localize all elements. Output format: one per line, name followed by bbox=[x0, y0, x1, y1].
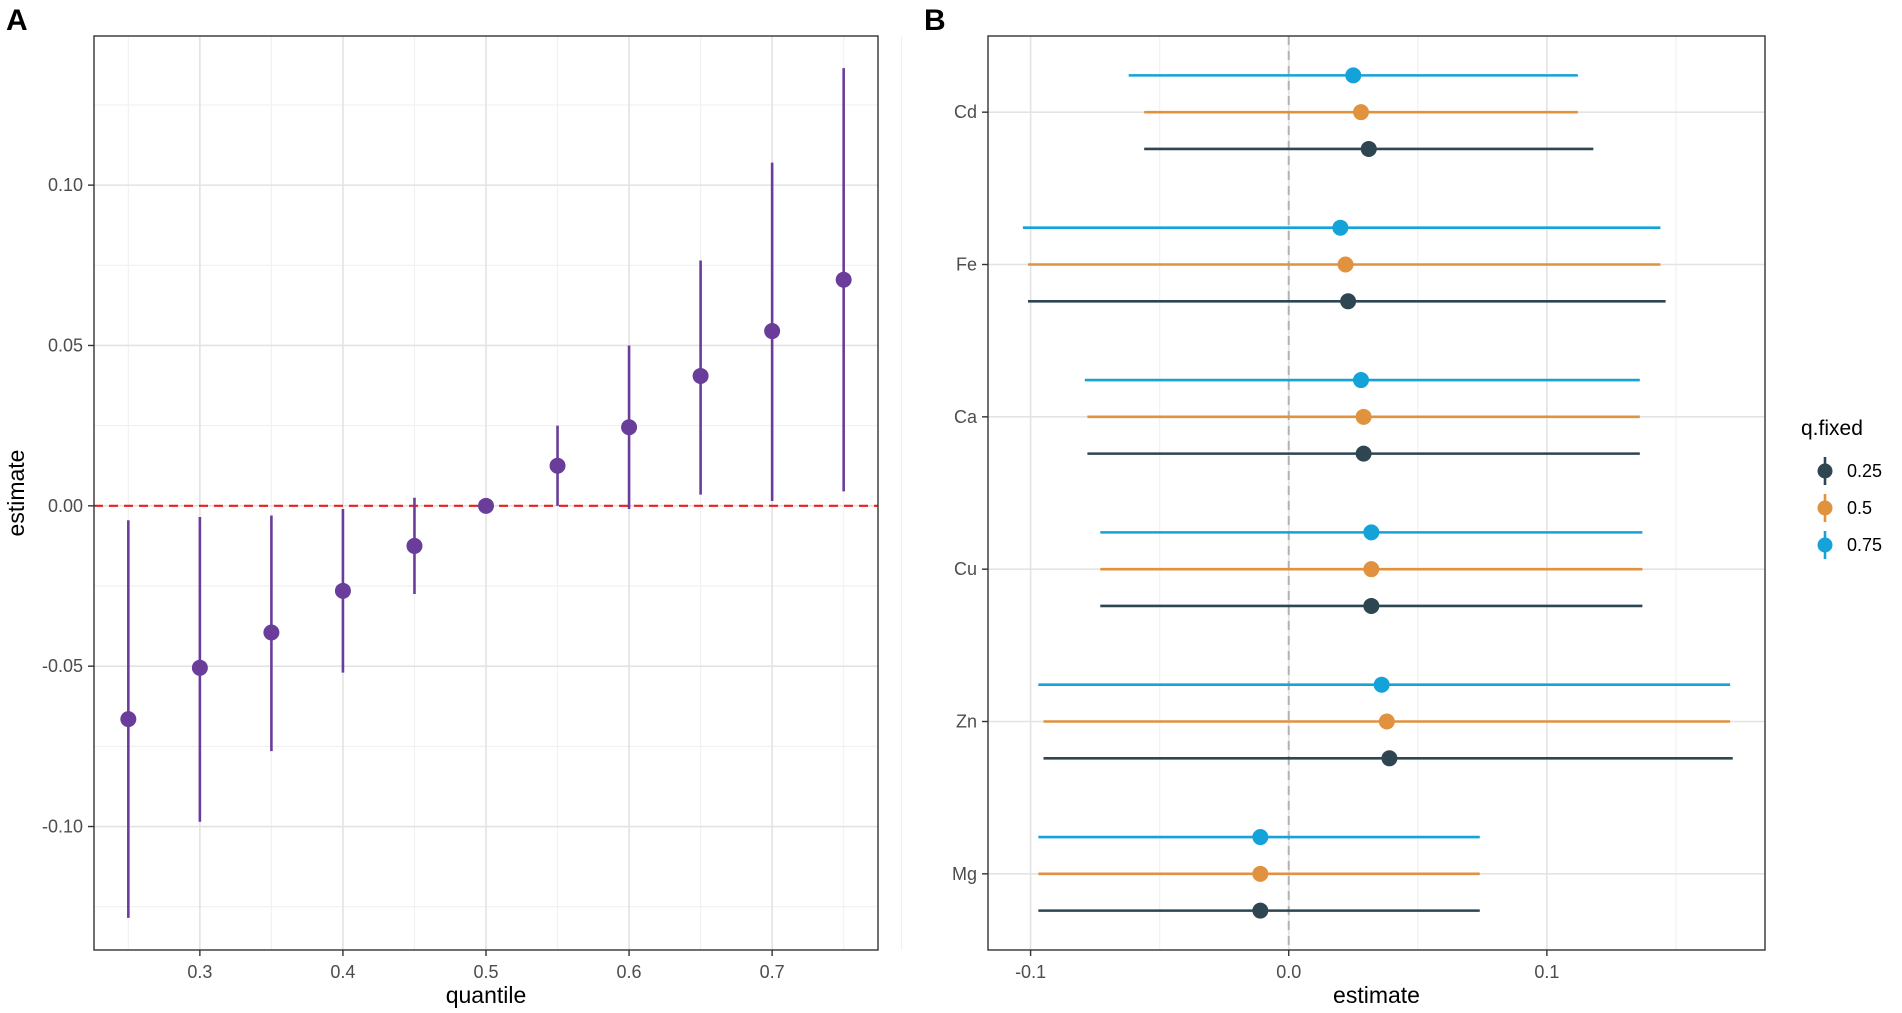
panel-b-border bbox=[987, 35, 1766, 951]
panel-a-point bbox=[692, 367, 709, 384]
panel-b-x-axis: -0.1 0.0 0.1 bbox=[1015, 950, 1559, 982]
panel-b-point bbox=[1363, 597, 1380, 614]
panel-b-category-label: Cu bbox=[954, 559, 977, 579]
panel-a-y-tick-label: -0.05 bbox=[42, 656, 83, 676]
panel-a-point bbox=[478, 497, 494, 514]
panel-a: 0.3 0.4 0.5 0.6 0.7 -0.10 -0.05 0.00 0.05 0.10 q… bbox=[3, 35, 879, 1008]
panel-b-data-marks bbox=[1022, 67, 1733, 919]
panel-b-category-label: Fe bbox=[956, 255, 977, 275]
panel-b-point bbox=[1381, 750, 1398, 767]
panel-b-category-label: Zn bbox=[956, 712, 977, 732]
panel-a-x-axis-title: quantile bbox=[446, 982, 527, 1008]
panel-a-y-axis: -0.10 -0.05 0.00 0.05 0.10 bbox=[42, 175, 94, 837]
panel-b-point bbox=[1252, 902, 1269, 919]
panel-a-point bbox=[835, 271, 852, 288]
legend-item-label: 0.75 bbox=[1847, 535, 1882, 555]
legend-key-point bbox=[1817, 537, 1833, 553]
panel-a-y-tick-label: 0.00 bbox=[48, 496, 83, 516]
panel-b-x-tick-label: 0.1 bbox=[1534, 962, 1559, 982]
panel-b: -0.1 0.0 0.1 Cd Fe Ca Cu Zn Mg estimate bbox=[900, 35, 1766, 1008]
panel-b-point bbox=[1353, 372, 1370, 389]
panel-b-point bbox=[1355, 445, 1372, 462]
panel-b-category-label: Ca bbox=[954, 407, 978, 427]
panel-a-point bbox=[263, 624, 280, 641]
legend-key-point bbox=[1817, 463, 1833, 479]
panel-a-x-tick-label: 0.7 bbox=[760, 962, 785, 982]
panel-b-x-tick-label: -0.1 bbox=[1015, 962, 1046, 982]
panel-b-point bbox=[1252, 865, 1269, 882]
panel-b-x-tick-label: 0.0 bbox=[1276, 962, 1301, 982]
panel-a-point bbox=[406, 537, 423, 554]
panel-a-y-tick-label: 0.05 bbox=[48, 335, 83, 355]
panel-b-point bbox=[1353, 104, 1370, 121]
legend-item-label: 0.25 bbox=[1847, 461, 1882, 481]
panel-a-y-tick-label: 0.10 bbox=[48, 175, 83, 195]
panel-a-point bbox=[334, 582, 351, 599]
panel-a-y-axis-title: estimate bbox=[3, 450, 29, 537]
panel-a-data-marks bbox=[120, 68, 852, 918]
panel-a-point bbox=[764, 323, 781, 340]
legend-key-point bbox=[1817, 500, 1833, 516]
panel-a-major-grid bbox=[94, 36, 878, 950]
panel-a-point bbox=[621, 419, 638, 436]
panel-b-point bbox=[1360, 140, 1377, 157]
panel-b-point bbox=[1363, 561, 1380, 578]
panel-a-x-tick-label: 0.6 bbox=[617, 962, 642, 982]
panel-a-label: A bbox=[6, 4, 28, 37]
panel-b-x-axis-title: estimate bbox=[1333, 982, 1420, 1008]
panel-b-y-axis: Cd Fe Ca Cu Zn Mg bbox=[952, 102, 988, 884]
panel-b-point bbox=[1355, 408, 1372, 425]
panel-b-point bbox=[1373, 676, 1390, 693]
panel-b-point bbox=[1378, 713, 1395, 730]
panel-a-x-tick-label: 0.3 bbox=[187, 962, 212, 982]
legend-item-label: 0.5 bbox=[1847, 498, 1872, 518]
panel-b-point bbox=[1340, 293, 1357, 310]
legend-title: q.fixed bbox=[1801, 417, 1863, 440]
legend: q.fixed 0.25 0.5 0.75 bbox=[1801, 417, 1882, 559]
panel-a-point bbox=[549, 457, 566, 474]
panel-b-category-label: Cd bbox=[954, 102, 977, 122]
panel-b-major-grid bbox=[988, 36, 1765, 950]
legend-items: 0.25 0.5 0.75 bbox=[1817, 457, 1882, 559]
panel-b-minor-grid bbox=[900, 36, 1677, 950]
panel-b-point bbox=[1337, 256, 1354, 273]
panel-b-point bbox=[1345, 67, 1362, 84]
panel-a-y-tick-label: -0.10 bbox=[42, 817, 83, 837]
panel-a-x-tick-label: 0.5 bbox=[473, 962, 498, 982]
panel-b-point bbox=[1252, 829, 1269, 846]
panel-a-point bbox=[191, 659, 208, 676]
panel-a-x-tick-label: 0.4 bbox=[330, 962, 355, 982]
panel-b-point bbox=[1363, 524, 1380, 541]
panel-b-label: B bbox=[924, 4, 946, 37]
panel-b-point bbox=[1332, 219, 1349, 236]
panel-a-x-axis: 0.3 0.4 0.5 0.6 0.7 bbox=[187, 950, 785, 982]
panel-a-point bbox=[120, 711, 137, 728]
panel-b-category-label: Mg bbox=[952, 864, 977, 884]
